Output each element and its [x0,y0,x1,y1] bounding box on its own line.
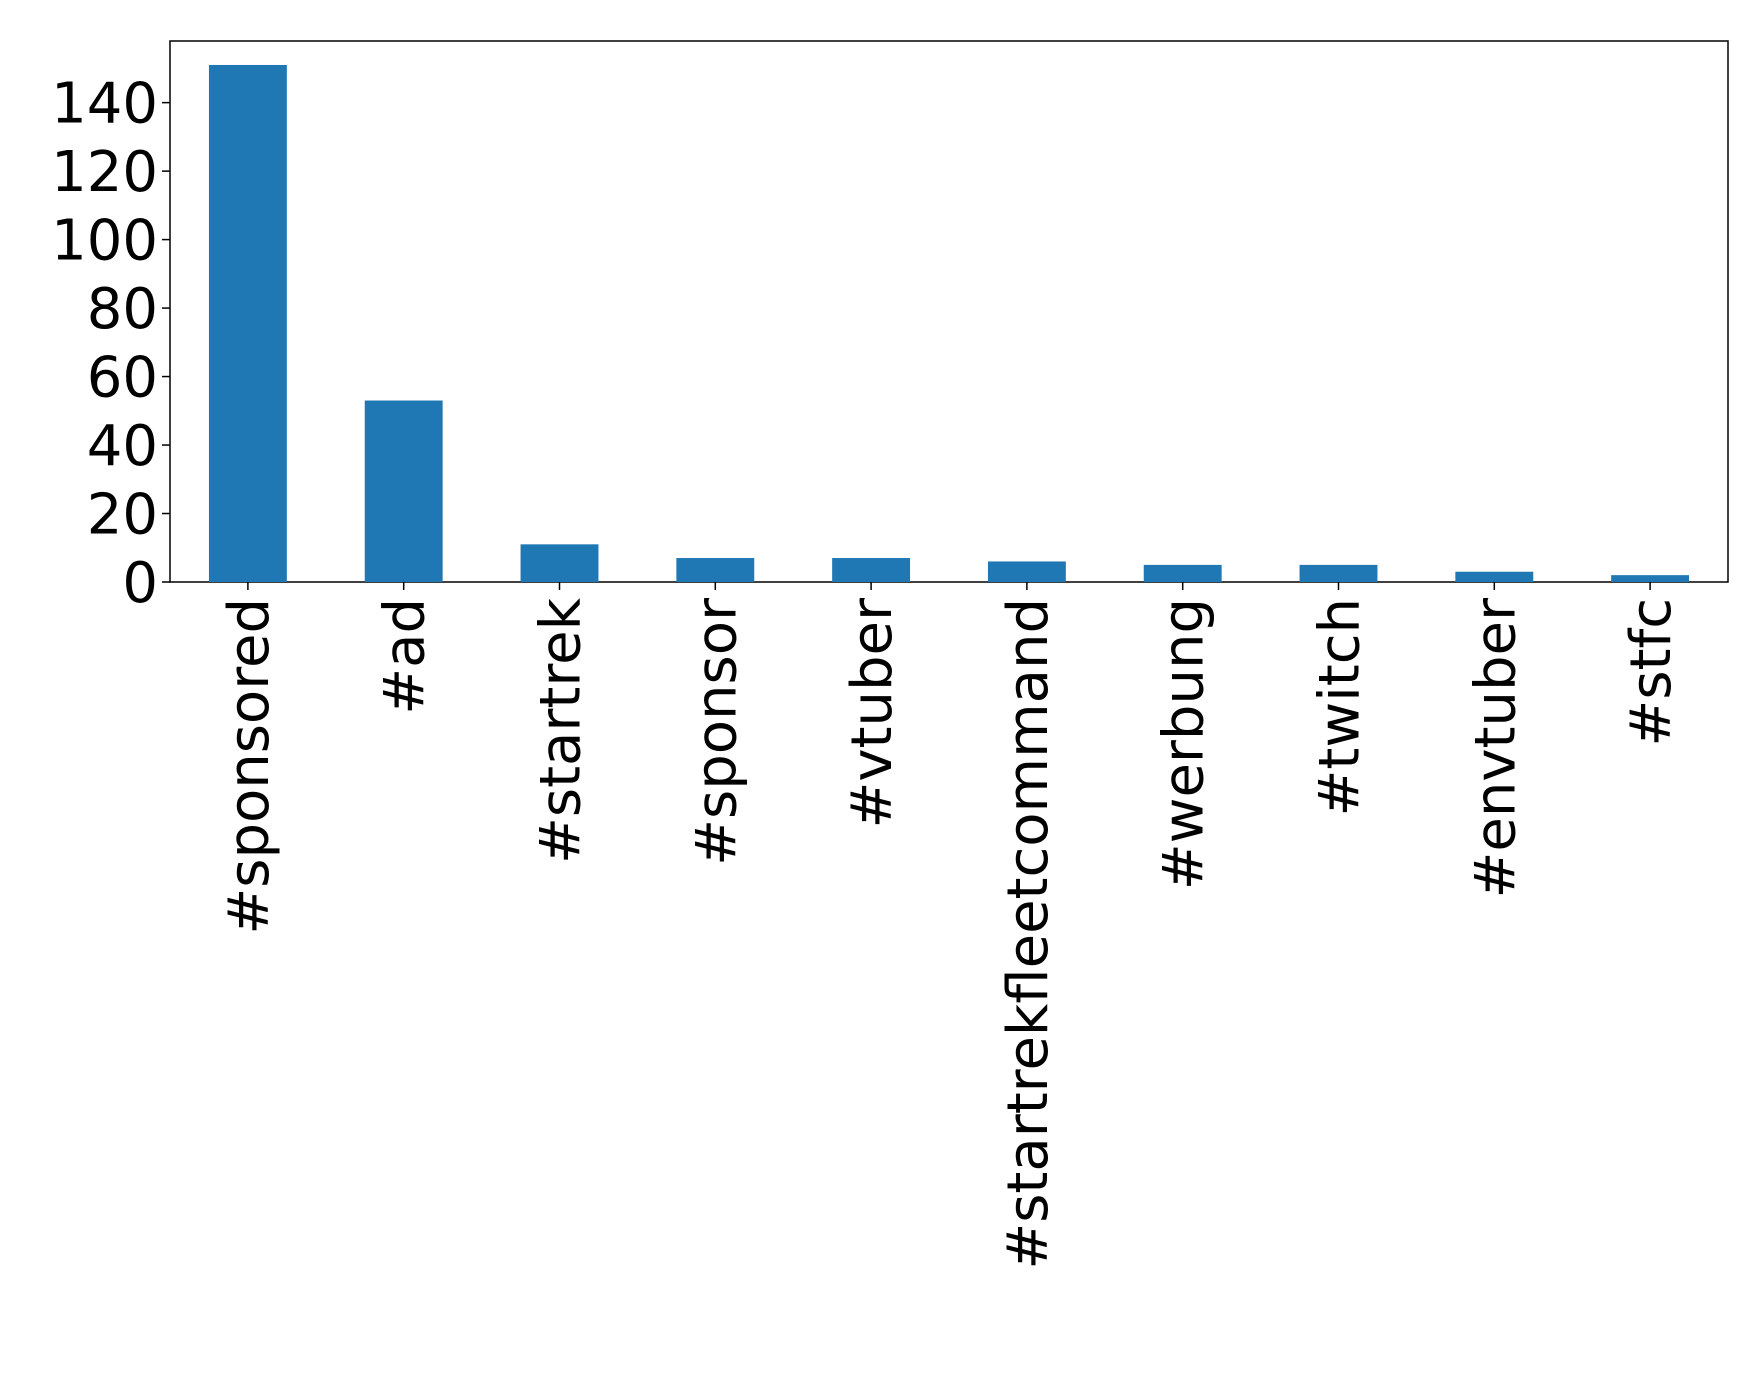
y-tick-label: 60 [87,346,158,411]
y-tick-label: 120 [51,140,158,205]
x-tick-label: #twitch [1308,598,1373,816]
y-tick-label: 140 [51,72,158,137]
x-tick-label: #vtuber [840,597,905,829]
plot-frame [169,40,1729,583]
x-tick-label: #sponsored [217,598,282,935]
bar [208,64,287,582]
y-tick-label: 20 [87,483,158,548]
y-tick-label: 0 [122,551,158,616]
x-tick-label: #envtuber [1463,597,1528,898]
x-tick-label: #werbung [1152,598,1217,890]
bar [676,558,755,582]
x-tick-label: #sponsor [684,597,749,866]
bar [1455,571,1534,582]
y-tick-label: 40 [87,414,158,479]
bar [1143,564,1222,582]
bar [520,544,599,582]
x-tick-label: #startrekfleetcommand [996,598,1061,1270]
y-tick-label: 80 [87,277,158,342]
x-tick-label: #stfc [1619,598,1684,747]
x-tick-label: #startrek [529,597,594,864]
x-tick-label: #ad [373,598,438,715]
y-tick-label: 100 [51,209,158,274]
bar [364,400,443,582]
bar [1611,575,1690,582]
bar [832,558,911,582]
bar [1299,564,1378,582]
bar [987,561,1066,582]
